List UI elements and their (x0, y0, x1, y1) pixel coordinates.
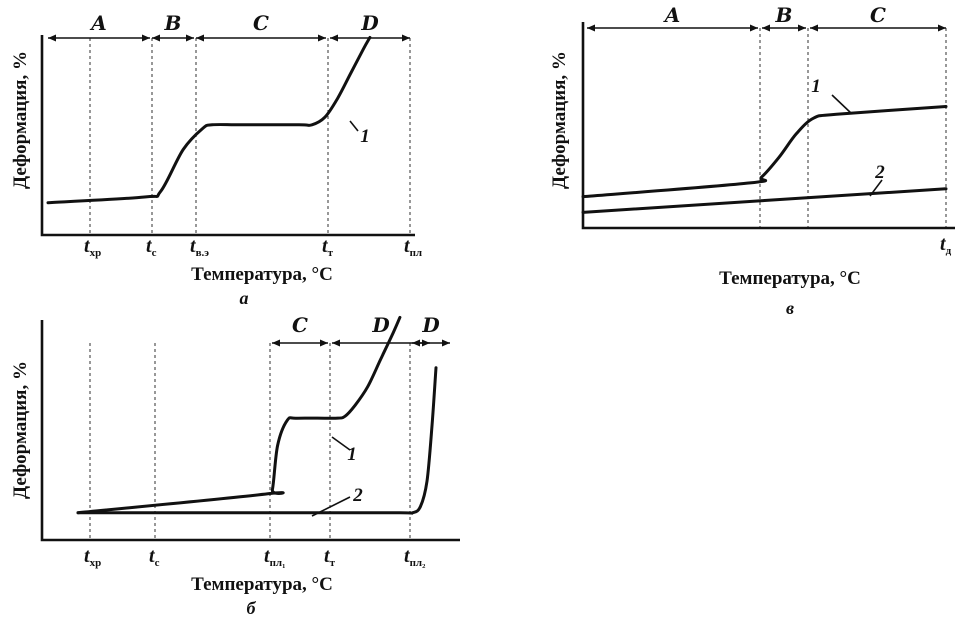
region-arrow-right (318, 34, 326, 42)
x-tick-main: t (404, 235, 411, 257)
series-line-1 (76, 315, 402, 515)
curve-number-label: 1 (347, 444, 357, 465)
x-tick-main: t (149, 545, 156, 567)
panel-letter: в (786, 298, 794, 318)
x-tick-main: t (324, 545, 331, 567)
x-tick-label: tпл (404, 235, 422, 259)
x-tick-label: tпл₁ (264, 545, 285, 569)
x-tick-label: tхр (84, 545, 101, 569)
x-tick-sub: д (946, 245, 952, 257)
series-line-1 (581, 187, 948, 214)
x-tick-sub: пл₂ (410, 557, 427, 569)
region-label: D (371, 313, 390, 337)
x-axis-label: Температура, °C (191, 264, 333, 285)
region-arrow-left (810, 24, 818, 32)
region-arrow-left (762, 24, 770, 32)
x-tick-sub: с (152, 247, 157, 259)
curve-number-label: 1 (360, 126, 370, 147)
x-axis-label: Температура, °C (191, 574, 333, 595)
x-tick-sub: т (328, 247, 334, 259)
panel-letter: а (240, 288, 249, 308)
region-arrow-right (142, 34, 150, 42)
x-tick-main: t (264, 545, 271, 567)
region-label: A (89, 11, 107, 35)
x-tick-sub: в.э (196, 247, 210, 259)
region-label: D (421, 313, 440, 337)
x-tick-label: tпл₂ (404, 545, 426, 569)
panel-letter: б (247, 598, 257, 618)
curve-leader-line (311, 496, 351, 517)
x-tick-main: t (322, 235, 329, 257)
x-tick-main: t (404, 545, 411, 567)
region-label: C (870, 3, 886, 27)
y-axis-label: Деформация, % (549, 51, 570, 189)
x-tick-label: tт (324, 545, 336, 569)
region-arrow-left (196, 34, 204, 42)
x-tick-label: tхр (84, 235, 101, 259)
region-arrow-right (442, 339, 450, 347)
curve-leader-line (869, 179, 883, 197)
x-tick-main: t (146, 235, 153, 257)
series-line-1 (46, 35, 372, 205)
region-arrow-left (330, 34, 338, 42)
axes (581, 22, 955, 230)
curve-number-label: 1 (811, 76, 821, 97)
series-line-2 (76, 366, 438, 515)
x-tick-label: tт (322, 235, 334, 259)
y-axis-label: Деформация, % (10, 361, 31, 499)
x-tick-label: tв.э (190, 235, 209, 259)
region-label: C (253, 11, 269, 35)
curve-number-label: 2 (352, 485, 363, 506)
x-tick-label: tд (940, 233, 952, 257)
x-tick-sub: хр (90, 247, 102, 259)
x-tick-main: t (84, 545, 91, 567)
region-label: B (775, 3, 793, 27)
region-arrow-right (320, 339, 328, 347)
series-line-2 (581, 105, 948, 199)
x-axis-label: Температура, °C (719, 268, 861, 289)
region-arrow-right (750, 24, 758, 32)
region-arrow-left (152, 34, 160, 42)
region-arrow-right (186, 34, 194, 42)
chart-panel-v: A B C Деформация, % Температура, °C tд 1 2 в (549, 3, 955, 318)
axes (40, 35, 415, 237)
curve-leader-line (331, 436, 351, 451)
x-tick-sub: хр (90, 557, 102, 569)
region-arrow-left (412, 339, 420, 347)
x-tick-main: t (84, 235, 91, 257)
curve-leader-line (831, 94, 853, 115)
region-arrow-left (272, 339, 280, 347)
x-tick-sub: т (330, 557, 336, 569)
region-arrow-left (48, 34, 56, 42)
y-axis-label: Деформация, % (10, 51, 31, 189)
region-label: A (663, 3, 681, 27)
curve-leader-line (349, 120, 359, 132)
region-label: B (164, 11, 182, 35)
axes (40, 320, 460, 542)
x-tick-sub: с (155, 557, 160, 569)
x-tick-sub: пл₁ (270, 557, 286, 569)
region-arrow-right (938, 24, 946, 32)
region-label: C (292, 313, 308, 337)
curve-number-label: 2 (874, 162, 885, 183)
region-arrow-right (402, 34, 410, 42)
x-tick-label: tс (146, 235, 157, 259)
x-tick-main: t (940, 233, 947, 255)
region-arrow-left (587, 24, 595, 32)
region-label: D (360, 11, 379, 35)
x-tick-sub: пл (410, 247, 423, 259)
region-arrow-left (332, 339, 340, 347)
x-tick-label: tс (149, 545, 160, 569)
x-tick-main: t (190, 235, 197, 257)
region-arrow-right (798, 24, 806, 32)
